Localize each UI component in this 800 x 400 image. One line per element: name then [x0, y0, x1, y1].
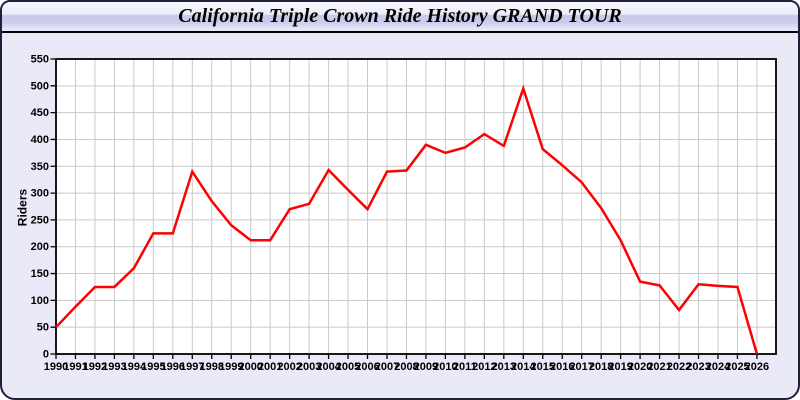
svg-text:0: 0	[42, 348, 48, 360]
svg-text:1998: 1998	[199, 361, 223, 373]
svg-text:2005: 2005	[335, 361, 359, 373]
svg-text:500: 500	[30, 80, 48, 92]
svg-text:2015: 2015	[530, 361, 554, 373]
svg-text:50: 50	[36, 321, 48, 333]
svg-text:1993: 1993	[102, 361, 126, 373]
svg-text:2014: 2014	[511, 361, 536, 373]
svg-text:1997: 1997	[180, 361, 204, 373]
svg-text:2009: 2009	[413, 361, 437, 373]
svg-text:Riders: Riders	[15, 188, 29, 226]
svg-text:2021: 2021	[647, 361, 671, 373]
svg-text:2012: 2012	[472, 361, 496, 373]
svg-text:2019: 2019	[608, 361, 632, 373]
svg-text:1999: 1999	[218, 361, 242, 373]
svg-text:1995: 1995	[141, 361, 165, 373]
svg-text:2022: 2022	[666, 361, 690, 373]
svg-text:2011: 2011	[452, 361, 476, 373]
svg-text:2013: 2013	[491, 361, 515, 373]
svg-text:2010: 2010	[433, 361, 457, 373]
svg-text:2020: 2020	[627, 361, 651, 373]
svg-text:2002: 2002	[277, 361, 301, 373]
svg-text:2026: 2026	[744, 361, 768, 373]
svg-text:2001: 2001	[257, 361, 281, 373]
svg-text:2006: 2006	[355, 361, 379, 373]
svg-text:2003: 2003	[296, 361, 320, 373]
svg-text:1992: 1992	[82, 361, 106, 373]
svg-text:400: 400	[30, 133, 48, 145]
svg-text:1996: 1996	[160, 361, 184, 373]
svg-text:250: 250	[30, 214, 48, 226]
svg-text:300: 300	[30, 187, 48, 199]
svg-text:150: 150	[30, 268, 48, 280]
svg-text:2000: 2000	[238, 361, 262, 373]
svg-text:200: 200	[30, 241, 48, 253]
svg-text:1991: 1991	[63, 361, 87, 373]
svg-text:1994: 1994	[121, 361, 146, 373]
svg-text:1990: 1990	[43, 361, 67, 373]
svg-text:350: 350	[30, 160, 48, 172]
svg-text:2016: 2016	[549, 361, 573, 373]
svg-text:2004: 2004	[316, 361, 341, 373]
svg-text:2024: 2024	[705, 361, 730, 373]
svg-text:450: 450	[30, 107, 48, 119]
svg-text:550: 550	[30, 53, 48, 65]
svg-text:2017: 2017	[569, 361, 593, 373]
svg-text:2007: 2007	[374, 361, 398, 373]
svg-text:2008: 2008	[394, 361, 418, 373]
svg-text:100: 100	[30, 294, 48, 306]
svg-text:2025: 2025	[725, 361, 749, 373]
svg-text:2023: 2023	[686, 361, 710, 373]
svg-text:2018: 2018	[588, 361, 612, 373]
